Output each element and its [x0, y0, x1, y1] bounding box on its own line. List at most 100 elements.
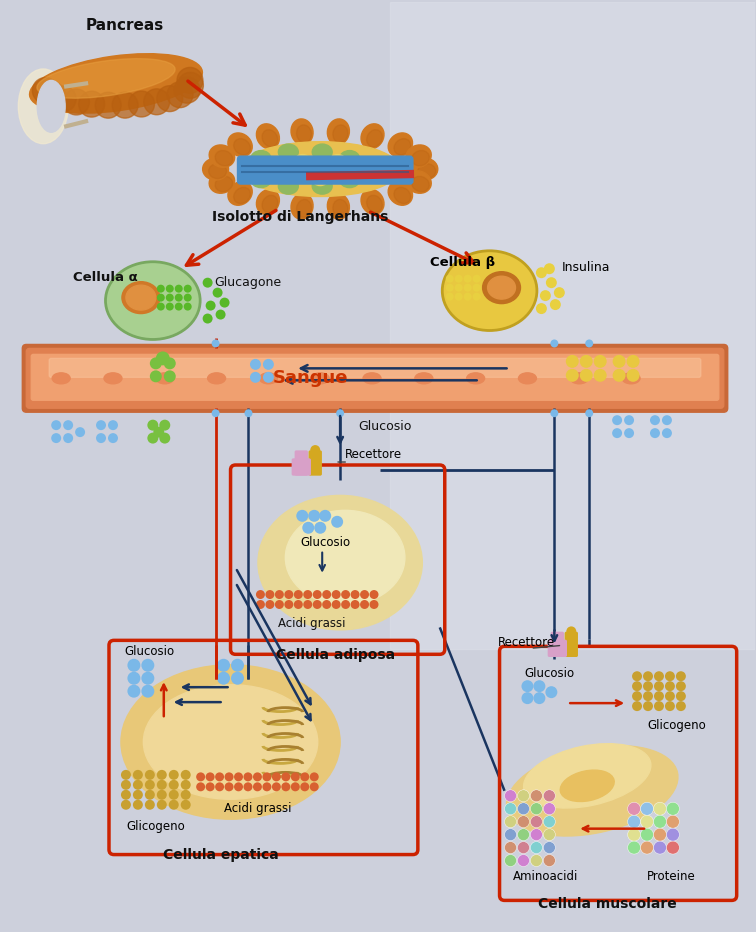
Ellipse shape — [296, 199, 311, 217]
Circle shape — [624, 428, 634, 438]
Circle shape — [518, 802, 529, 815]
Circle shape — [145, 780, 155, 789]
Circle shape — [665, 701, 675, 711]
Text: Recettore: Recettore — [497, 637, 555, 650]
Circle shape — [184, 303, 192, 310]
Circle shape — [206, 301, 215, 310]
Ellipse shape — [122, 281, 160, 313]
Circle shape — [643, 671, 653, 681]
Ellipse shape — [312, 172, 328, 185]
Circle shape — [156, 351, 170, 365]
Circle shape — [250, 359, 261, 370]
Ellipse shape — [388, 182, 413, 205]
Circle shape — [64, 420, 73, 431]
Ellipse shape — [251, 171, 271, 187]
Circle shape — [303, 600, 312, 609]
FancyBboxPatch shape — [23, 345, 728, 412]
Text: Cellula epatica: Cellula epatica — [163, 847, 278, 861]
Ellipse shape — [333, 199, 348, 217]
Circle shape — [121, 789, 131, 800]
Circle shape — [531, 855, 542, 867]
Circle shape — [650, 428, 660, 438]
Circle shape — [64, 89, 89, 115]
Ellipse shape — [363, 373, 381, 384]
Ellipse shape — [291, 119, 313, 144]
Circle shape — [141, 672, 154, 685]
Circle shape — [531, 802, 542, 815]
Circle shape — [215, 782, 224, 791]
Ellipse shape — [388, 133, 413, 157]
Circle shape — [169, 770, 178, 780]
Circle shape — [234, 773, 243, 781]
Circle shape — [667, 816, 680, 829]
Ellipse shape — [121, 665, 340, 819]
Circle shape — [253, 773, 262, 781]
Ellipse shape — [361, 124, 384, 149]
FancyBboxPatch shape — [565, 633, 578, 656]
Circle shape — [156, 800, 167, 810]
Circle shape — [39, 82, 66, 108]
Circle shape — [310, 445, 321, 455]
Circle shape — [665, 671, 675, 681]
Circle shape — [144, 89, 169, 115]
Circle shape — [472, 293, 481, 301]
Circle shape — [518, 789, 529, 802]
FancyBboxPatch shape — [296, 451, 307, 475]
Circle shape — [585, 339, 593, 348]
Circle shape — [504, 829, 516, 841]
Ellipse shape — [256, 189, 280, 214]
Circle shape — [275, 590, 284, 599]
Circle shape — [667, 829, 680, 841]
Circle shape — [665, 692, 675, 701]
Circle shape — [654, 692, 664, 701]
Circle shape — [544, 263, 555, 274]
Circle shape — [580, 369, 593, 382]
Circle shape — [650, 415, 660, 425]
Circle shape — [262, 773, 271, 781]
Circle shape — [219, 297, 230, 308]
Circle shape — [643, 681, 653, 692]
Circle shape — [96, 433, 106, 443]
Ellipse shape — [203, 158, 228, 180]
Circle shape — [518, 829, 529, 841]
Circle shape — [263, 372, 274, 383]
Circle shape — [225, 773, 234, 781]
Circle shape — [133, 770, 143, 780]
Circle shape — [463, 283, 472, 292]
Circle shape — [640, 829, 653, 841]
Circle shape — [272, 782, 281, 791]
Ellipse shape — [228, 182, 253, 205]
Circle shape — [169, 789, 178, 800]
Circle shape — [250, 372, 261, 383]
Circle shape — [640, 841, 653, 854]
Circle shape — [95, 92, 121, 118]
Ellipse shape — [412, 158, 438, 180]
Circle shape — [627, 355, 640, 368]
Circle shape — [303, 590, 312, 599]
Circle shape — [196, 773, 205, 781]
Circle shape — [593, 355, 606, 368]
Text: Cellula adiposa: Cellula adiposa — [276, 649, 395, 663]
Circle shape — [360, 600, 369, 609]
Ellipse shape — [240, 161, 260, 177]
Circle shape — [627, 816, 640, 829]
Ellipse shape — [234, 187, 250, 203]
Circle shape — [212, 339, 219, 348]
Circle shape — [565, 355, 579, 368]
Circle shape — [545, 686, 557, 698]
Circle shape — [206, 773, 215, 781]
Circle shape — [454, 275, 463, 282]
Ellipse shape — [18, 69, 68, 144]
Ellipse shape — [240, 142, 400, 197]
Circle shape — [212, 288, 222, 297]
Circle shape — [133, 800, 143, 810]
Circle shape — [112, 92, 138, 118]
Circle shape — [167, 82, 193, 108]
Circle shape — [243, 773, 253, 781]
Circle shape — [175, 284, 183, 293]
Circle shape — [256, 590, 265, 599]
Ellipse shape — [156, 373, 174, 384]
Ellipse shape — [52, 373, 70, 384]
Circle shape — [150, 357, 162, 369]
Circle shape — [624, 415, 634, 425]
